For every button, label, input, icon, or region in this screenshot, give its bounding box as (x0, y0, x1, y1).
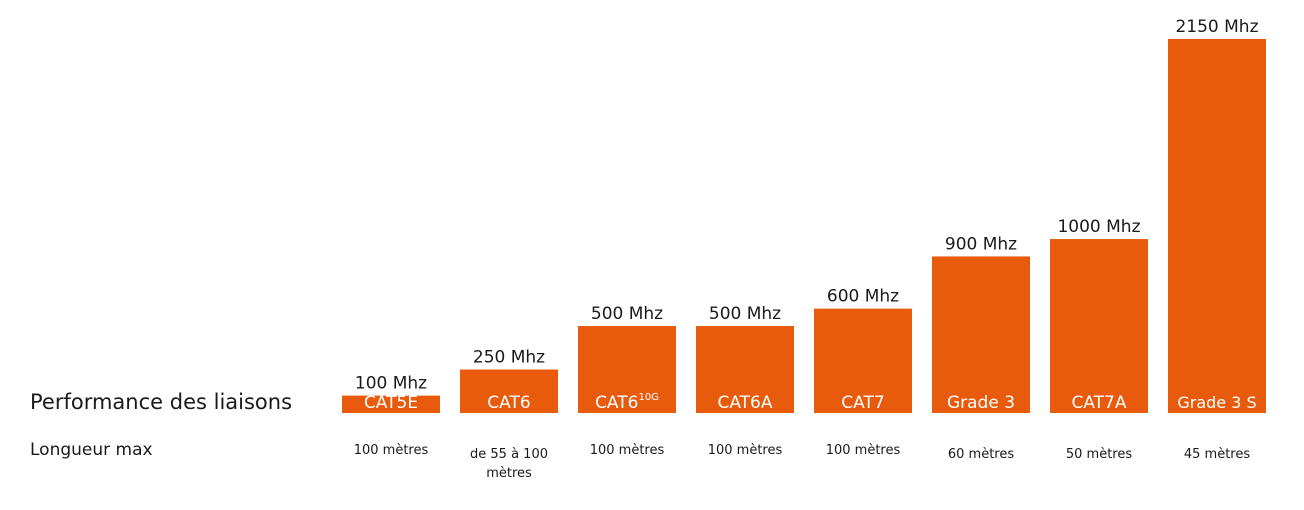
length-value-2: 100 mètres (589, 443, 665, 458)
value-label-6: 1000 Mhz (1057, 217, 1140, 237)
value-label-5: 900 Mhz (945, 234, 1017, 254)
category-label-3: CAT6A (717, 393, 772, 413)
category-label-4: CAT7 (841, 393, 884, 413)
bar-6 (1050, 239, 1148, 413)
length-value-5: 60 mètres (947, 447, 1015, 462)
value-label-0: 100 Mhz (355, 374, 427, 394)
bar-1 (460, 369, 558, 413)
value-label-4: 600 Mhz (827, 287, 899, 307)
length-value-6: 50 mètres (1065, 447, 1133, 462)
length-value-4: 100 mètres (825, 443, 901, 458)
category-label-0: CAT5E (364, 393, 418, 413)
value-label-7: 2150 Mhz (1175, 17, 1258, 37)
bar-4 (814, 308, 912, 413)
value-label-3: 500 Mhz (709, 304, 781, 324)
bar-7 (1168, 39, 1266, 413)
length-value-3: 100 mètres (707, 443, 783, 458)
performance-row-label: Performance des liaisons (30, 390, 293, 414)
length-value-1: de 55 à 100 mètres (470, 447, 548, 481)
bar-2 (578, 326, 676, 413)
length-value-7: 45 mètres (1183, 447, 1251, 462)
category-label-6: CAT7A (1071, 393, 1126, 413)
value-label-1: 250 Mhz (473, 348, 545, 368)
length-row-label: Longueur max (30, 440, 153, 460)
category-label-5: Grade 3 (947, 393, 1015, 413)
bar-3 (696, 326, 794, 413)
length-value-0: 100 mètres (353, 443, 429, 458)
category-superscript-2: 10G (638, 392, 658, 403)
bar-0 (342, 395, 440, 413)
category-label-1: CAT6 (487, 393, 530, 413)
value-label-2: 500 Mhz (591, 304, 663, 324)
bar-5 (932, 256, 1030, 413)
category-label-7: Grade 3 S (1177, 393, 1256, 412)
